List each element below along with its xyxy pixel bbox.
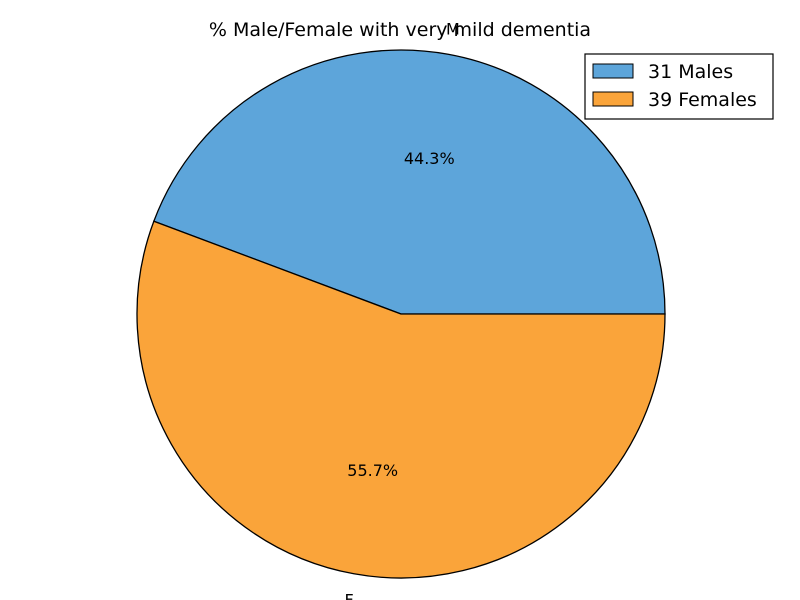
pie-labels: 44.3% M 55.7% F [345,19,460,600]
legend-swatch-m [592,63,634,79]
legend-entry-f: 39 Females [648,89,757,111]
chart-title: % Male/Female with very mild dementia [209,19,591,41]
pie-slice-f [136,220,666,579]
pct-label-f: 55.7% [347,461,398,480]
legend-entry-m: 31 Males [648,61,733,83]
pct-label-m: 44.3% [404,149,455,168]
slice-label-m: M [446,19,460,38]
slice-label-f: F [345,591,354,600]
legend-frame [584,53,774,120]
pie-slice-m [152,49,666,315]
legend: 31 Males 39 Females [584,53,774,120]
pie-slices [136,49,666,579]
legend-swatch-f [592,91,634,107]
